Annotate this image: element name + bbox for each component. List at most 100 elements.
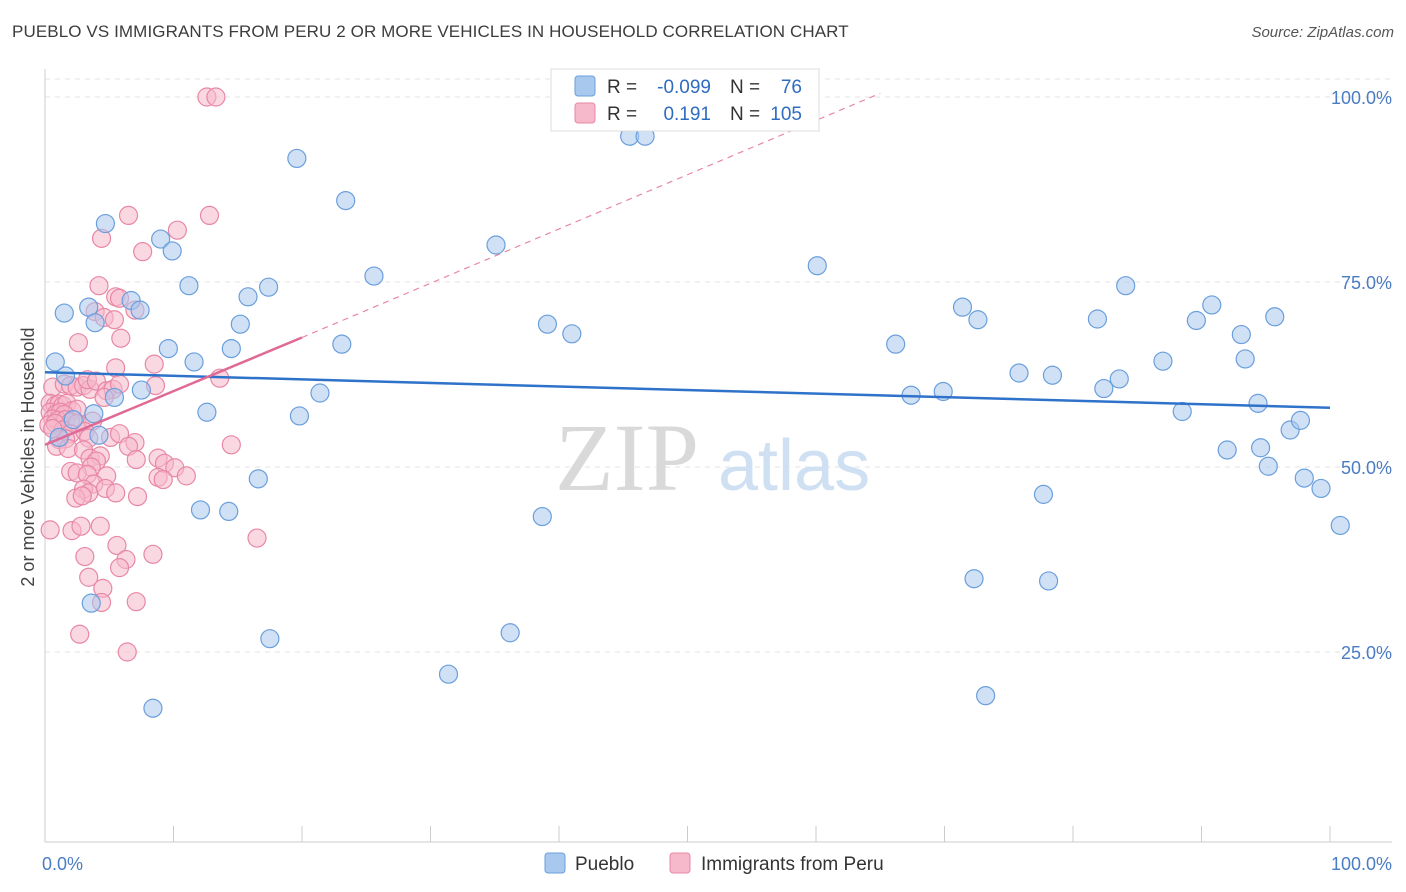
- pueblo-point-36: [248, 469, 268, 489]
- pueblo-point-61: [1186, 310, 1206, 331]
- trend-line-peru-extension: [301, 92, 881, 339]
- pueblo-point-39: [143, 698, 163, 718]
- peru-point-86: [72, 486, 92, 506]
- pueblo-point-14: [238, 287, 258, 307]
- y-axis-label: 2 or more Vehicles in Household: [18, 327, 38, 586]
- pueblo-point-65: [1265, 307, 1285, 327]
- pueblo-point-19: [486, 235, 506, 255]
- peru-point-84: [106, 483, 126, 503]
- pueblo-point-9: [179, 276, 199, 296]
- pueblo-point-2: [95, 213, 115, 234]
- pueblo-point-12: [221, 339, 241, 359]
- pueblo-point-68: [1251, 438, 1271, 458]
- series-pueblo: [45, 126, 1350, 718]
- peru-point-95: [247, 528, 267, 548]
- y-tick-label-25: 25.0%: [1341, 643, 1392, 663]
- pueblo-point-45: [886, 334, 906, 354]
- gridlines: [45, 78, 1392, 653]
- pueblo-point-11: [184, 352, 204, 372]
- x-tick-label-min: 0.0%: [42, 854, 83, 874]
- trend-line-pueblo: [44, 371, 1331, 410]
- peru-point-14: [111, 328, 131, 348]
- series-legend: Pueblo Immigrants from Peru: [544, 852, 884, 875]
- y-axis-label-group: 2 or more Vehicles in Household: [18, 327, 38, 586]
- legend-n-value-pueblo: 76: [781, 77, 802, 98]
- pueblo-point-55: [976, 686, 996, 706]
- pueblo-point-18: [364, 266, 384, 286]
- series-legend-label-pueblo: Pueblo: [575, 854, 634, 875]
- legend-n-value-peru: 105: [770, 104, 802, 125]
- pueblo-point-64: [1235, 349, 1255, 369]
- pueblo-point-16: [287, 148, 307, 169]
- pueblo-point-52: [1033, 484, 1054, 504]
- legend-r-value-peru: 0.191: [663, 104, 711, 125]
- peru-point-102: [70, 624, 90, 644]
- pueblo-point-26: [104, 387, 124, 408]
- y-tick-label-50: 50.0%: [1341, 458, 1392, 478]
- peru-point-92: [107, 535, 127, 556]
- series-immigrants-from-peru: [39, 87, 267, 662]
- peru-point-2: [118, 205, 139, 225]
- legend-r-label-peru: R =: [607, 104, 637, 125]
- pueblo-point-25: [310, 383, 330, 403]
- trend-lines: [44, 92, 1331, 446]
- source-credit: Source: ZipAtlas.com: [1251, 24, 1394, 41]
- pueblo-point-56: [1087, 309, 1108, 329]
- pueblo-point-6: [54, 303, 74, 323]
- axes: 25.0% 50.0% 75.0% 100.0% 0.0% 100.0%: [42, 69, 1392, 874]
- pueblo-point-54: [1038, 571, 1059, 591]
- peru-point-103: [117, 642, 137, 662]
- pueblo-point-44: [807, 256, 827, 276]
- pueblo-point-73: [1294, 468, 1314, 488]
- pueblo-point-71: [1258, 456, 1278, 476]
- pueblo-point-21: [562, 324, 582, 344]
- peru-point-1: [206, 87, 226, 107]
- pueblo-point-35: [219, 501, 239, 521]
- peru-point-97: [109, 558, 130, 578]
- peru-point-90: [71, 516, 91, 536]
- pueblo-point-40: [260, 629, 280, 649]
- pueblo-point-20: [537, 314, 558, 334]
- legend-n-label-pueblo: N =: [730, 77, 760, 98]
- watermark-zip: ZIP: [555, 404, 699, 511]
- trend-line-peru: [44, 336, 303, 446]
- pueblo-point-15: [258, 277, 279, 297]
- legend-box: [550, 68, 820, 132]
- pueblo-point-67: [1217, 440, 1237, 460]
- pueblo-point-10: [158, 339, 178, 359]
- legend-n-label-peru: N =: [730, 104, 760, 125]
- legend-swatch-pueblo: [574, 75, 596, 97]
- peru-point-96: [75, 546, 95, 567]
- peru-point-91: [90, 516, 110, 536]
- legend-r-value-pueblo: -0.099: [657, 77, 711, 98]
- pueblo-point-42: [500, 623, 520, 643]
- pueblo-point-37: [131, 380, 151, 400]
- watermark: ZIP atlas: [555, 404, 870, 511]
- pueblo-point-34: [190, 500, 211, 520]
- pueblo-point-72: [1290, 410, 1311, 430]
- pueblo-point-59: [1153, 351, 1173, 371]
- pueblo-point-7: [151, 229, 171, 249]
- peru-point-78: [153, 469, 173, 490]
- pueblo-point-4: [130, 300, 150, 320]
- pueblo-point-46: [952, 297, 973, 317]
- pueblo-point-57: [1094, 378, 1114, 399]
- pueblo-point-63: [1231, 324, 1251, 345]
- peru-point-72: [221, 435, 241, 455]
- series-legend-label-peru: Immigrants from Peru: [701, 854, 884, 875]
- pueblo-point-50: [1009, 363, 1029, 383]
- pueblo-point-58: [1116, 276, 1136, 296]
- pueblo-point-62: [1202, 295, 1222, 315]
- peru-point-88: [40, 520, 60, 540]
- series-legend-swatch-pueblo: [544, 852, 566, 874]
- peru-point-94: [143, 544, 163, 564]
- pueblo-point-43: [532, 506, 552, 527]
- pueblo-point-74: [1311, 478, 1331, 499]
- correlation-legend: R = -0.099 N = 76 R = 0.191 N = 105: [550, 68, 820, 132]
- x-tick-label-max: 100.0%: [1331, 854, 1392, 874]
- pueblo-point-53: [964, 569, 984, 589]
- series-legend-swatch-peru: [669, 852, 691, 874]
- peru-point-101: [126, 592, 146, 612]
- pueblo-point-41: [438, 664, 459, 684]
